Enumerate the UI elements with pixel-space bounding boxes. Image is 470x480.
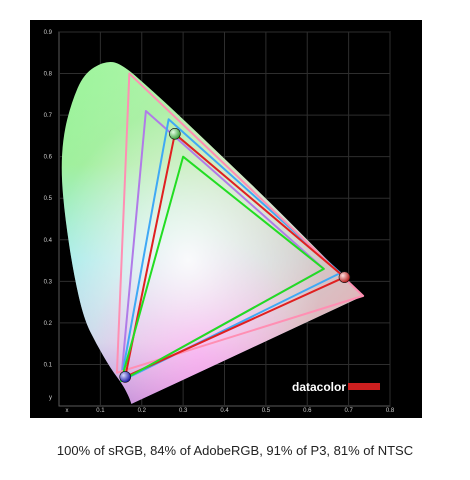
measured-points (119, 128, 351, 383)
gamut-triangles (115, 72, 365, 383)
x-tick-label: 0.2 (138, 408, 147, 414)
y-tick-label: 0.3 (44, 279, 53, 285)
gamut-triangle (115, 72, 365, 374)
y-tick-label: 0.2 (44, 321, 53, 327)
y-tick-label: 0.8 (44, 72, 53, 78)
measured-primary-point (169, 128, 181, 140)
x-tick-label: 0.6 (303, 408, 312, 414)
axis-ticks: x 0.1 0.2 0.3 0.4 0.5 0.6 0.7 0.8 y 0.1 0.2 0.3 0.4 0.… (44, 30, 395, 414)
y-tick-label: 0.5 (44, 196, 53, 202)
y-tick-label: 0.7 (44, 113, 53, 119)
y-tick-label: 0.1 (44, 362, 53, 368)
cie-gamut-chart: x 0.1 0.2 0.3 0.4 0.5 0.6 0.7 0.8 y 0.1 0.2 0.3 0.4 0.… (30, 20, 422, 418)
y-tick-label: 0.6 (44, 155, 53, 161)
x-tick-label: 0.7 (344, 408, 353, 414)
gamut-caption: 100% of sRGB, 84% of AdobeRGB, 91% of P3… (56, 443, 414, 458)
datacolor-logo: datacolor (292, 380, 380, 394)
x-tick-label: 0.5 (262, 408, 271, 414)
x-tick-label: 0.1 (96, 408, 105, 414)
y-tick-label: 0.4 (44, 238, 53, 244)
y-tick-label: y (49, 395, 52, 401)
gamut-triangle (120, 118, 342, 383)
gamut-triangle (120, 155, 325, 383)
x-tick-label: x (66, 408, 69, 414)
measured-primary-point (338, 271, 351, 283)
x-tick-label: 0.8 (386, 408, 395, 414)
x-tick-label: 0.4 (220, 408, 229, 414)
datacolor-logo-bar (348, 383, 380, 390)
measured-primary-point (119, 371, 131, 383)
gamut-triangle (124, 132, 346, 378)
datacolor-logo-text: datacolor (292, 380, 346, 394)
y-tick-label: 0.9 (44, 30, 53, 36)
x-tick-label: 0.3 (179, 408, 188, 414)
